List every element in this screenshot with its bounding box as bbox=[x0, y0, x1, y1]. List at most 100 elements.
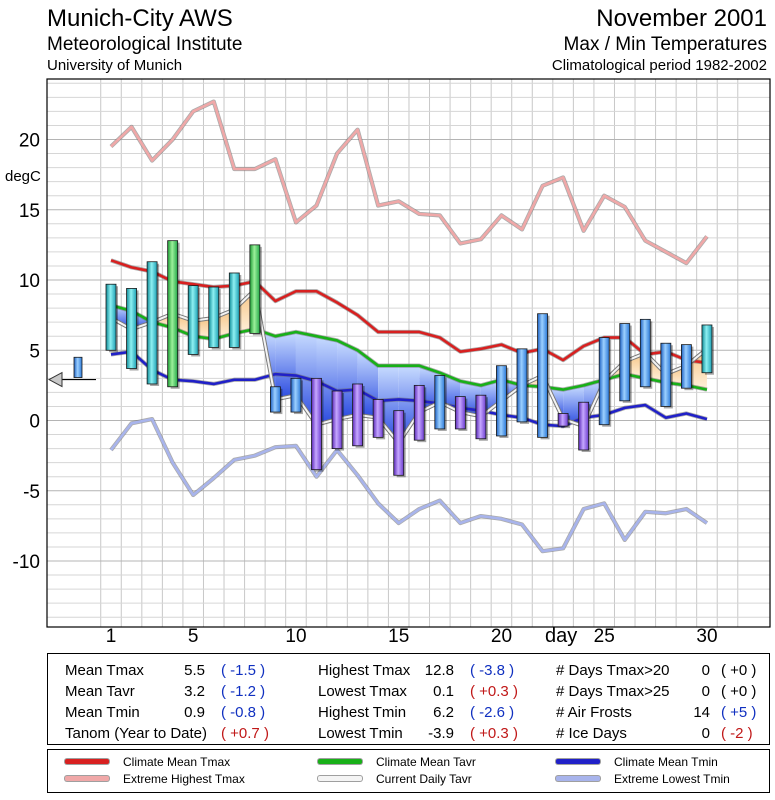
stat-row: Lowest Tmax 0.1 ( +0.3 ) bbox=[318, 681, 538, 702]
stat-row: # Air Frosts 14 ( +5 ) bbox=[556, 702, 766, 723]
daily-temperature-bar bbox=[311, 377, 324, 472]
stat-value: 14 bbox=[693, 704, 710, 721]
daily-temperature-bar bbox=[187, 285, 201, 357]
x-tick-label: 15 bbox=[388, 626, 409, 647]
daily-temperature-bar bbox=[454, 396, 468, 431]
daily-temperature-bar bbox=[249, 244, 262, 336]
extreme-lowest-tmin-line bbox=[109, 416, 709, 554]
stat-label: Lowest Tmin bbox=[318, 725, 403, 742]
stat-value: 12.8 bbox=[424, 662, 454, 679]
x-axis-label: day bbox=[545, 625, 577, 647]
daily-temperature-bar bbox=[105, 283, 118, 353]
stat-deviation: ( -1.5 ) bbox=[221, 662, 266, 679]
x-tick-label: 20 bbox=[491, 626, 512, 647]
stat-label: Lowest Tmax bbox=[318, 683, 407, 700]
statistics-panel: Mean Tmax 5.5 ( -1.5 ) Mean Tavr 3.2 ( -1.2 )… bbox=[47, 653, 770, 745]
stat-label: Tanom (Year to Date) bbox=[65, 725, 208, 742]
stat-deviation: ( +0.3 ) bbox=[470, 725, 518, 742]
stat-label: Mean Tavr bbox=[65, 683, 135, 700]
daily-temperature-bar bbox=[352, 383, 365, 448]
stat-deviation: ( -3.8 ) bbox=[470, 662, 515, 679]
y-tick-label: -10 bbox=[13, 552, 40, 573]
stat-label: Mean Tmin bbox=[65, 704, 140, 721]
stats-column-means: Mean Tmax 5.5 ( -1.5 ) Mean Tavr 3.2 ( -1.2 )… bbox=[65, 660, 300, 744]
stats-column-counts: # Days Tmax>20 0 ( +0 ) # Days Tmax>25 0 ( +0… bbox=[556, 660, 766, 744]
station-title: Munich-City AWS bbox=[47, 5, 233, 32]
stat-label: Highest Tmax bbox=[318, 662, 411, 679]
stat-value: 5.5 bbox=[184, 662, 205, 679]
stat-row: Mean Tmax 5.5 ( -1.5 ) bbox=[65, 660, 300, 681]
legend-label: Climate Mean Tmax bbox=[123, 755, 231, 769]
stat-label: # Air Frosts bbox=[556, 704, 632, 721]
daily-temperature-bar bbox=[475, 394, 488, 441]
x-tick-label: 1 bbox=[106, 626, 117, 647]
stat-value: -3.9 bbox=[428, 725, 454, 742]
daily-temperature-bar bbox=[167, 240, 180, 389]
daily-temperature-bar bbox=[681, 344, 694, 391]
daily-temperature-bar bbox=[578, 401, 591, 453]
legend-swatch bbox=[556, 776, 600, 781]
daily-temperature-bar bbox=[619, 323, 632, 403]
extreme-highest-tmax-line bbox=[109, 99, 709, 266]
chart-subtitle: Max / Min Temperatures bbox=[563, 34, 767, 55]
legend: Climate Mean Tmax Climate Mean Tavr Climat… bbox=[47, 749, 770, 793]
daily-temperature-bar bbox=[639, 318, 653, 389]
legend-swatch bbox=[556, 759, 600, 764]
stat-deviation: ( -2 ) bbox=[721, 725, 753, 742]
stat-label: # Days Tmax>25 bbox=[556, 683, 670, 700]
y-tick-label: 10 bbox=[19, 271, 40, 292]
institute-title: Meteorological Institute bbox=[47, 34, 243, 55]
stat-value: 0 bbox=[701, 725, 710, 742]
stat-row: Mean Tavr 3.2 ( -1.2 ) bbox=[65, 681, 300, 702]
daily-temperature-bar bbox=[126, 288, 139, 371]
stat-deviation: ( -2.6 ) bbox=[470, 704, 515, 721]
x-tick-label: 25 bbox=[594, 626, 615, 647]
y-tick-label: -5 bbox=[23, 482, 40, 503]
x-tick-label: 10 bbox=[285, 626, 306, 647]
stat-label: # Ice Days bbox=[556, 725, 627, 742]
stat-value: 0.9 bbox=[184, 704, 205, 721]
university-title: University of Munich bbox=[47, 57, 183, 74]
legend-label: Extreme Highest Tmax bbox=[123, 772, 245, 786]
stat-label: Mean Tmax bbox=[65, 662, 144, 679]
stat-deviation: ( -0.8 ) bbox=[221, 704, 266, 721]
x-tick-label: 5 bbox=[188, 626, 199, 647]
stat-row: Highest Tmax 12.8 ( -3.8 ) bbox=[318, 660, 538, 681]
legend-swatch bbox=[318, 776, 362, 781]
stat-value: 3.2 bbox=[184, 683, 205, 700]
daily-temperature-bar bbox=[434, 375, 447, 431]
daily-temperature-bar bbox=[516, 348, 529, 424]
legend-swatch bbox=[65, 776, 109, 781]
stat-deviation: ( +0 ) bbox=[721, 662, 757, 679]
stats-column-extremes: Highest Tmax 12.8 ( -3.8 ) Lowest Tmax 0.1 ( … bbox=[318, 660, 538, 744]
stat-value: 0 bbox=[701, 683, 710, 700]
plot-border bbox=[46, 78, 771, 628]
stat-label: # Days Tmax>20 bbox=[556, 662, 670, 679]
stat-row: Mean Tmin 0.9 ( -0.8 ) bbox=[65, 702, 300, 723]
stat-value: 0.1 bbox=[433, 683, 454, 700]
legend-label: Climate Mean Tavr bbox=[376, 755, 476, 769]
daily-temperature-bar bbox=[331, 390, 345, 451]
daily-temperature-bar bbox=[598, 337, 612, 427]
stat-value: 0 bbox=[701, 662, 710, 679]
stat-deviation: ( -1.2 ) bbox=[221, 683, 266, 700]
daily-temperature-bar bbox=[208, 286, 221, 350]
month-mean-tavr-marker bbox=[47, 356, 96, 388]
stat-row: # Ice Days 0 ( -2 ) bbox=[556, 723, 766, 744]
legend-swatch bbox=[318, 759, 362, 764]
month-title: November 2001 bbox=[596, 5, 767, 32]
y-tick-label: 5 bbox=[29, 341, 40, 362]
daily-temperature-bar bbox=[269, 386, 283, 415]
daily-temperature-bar bbox=[290, 377, 303, 415]
legend-label: Extreme Lowest Tmin bbox=[614, 772, 730, 786]
y-tick-label: 0 bbox=[29, 412, 40, 433]
daily-temperature-bar bbox=[372, 399, 386, 440]
stat-row: # Days Tmax>25 0 ( +0 ) bbox=[556, 681, 766, 702]
climatological-period: Climatological period 1982-2002 bbox=[551, 57, 767, 74]
stat-label: Highest Tmin bbox=[318, 704, 407, 721]
daily-temperature-bar bbox=[660, 342, 673, 409]
daily-temperature-bar bbox=[701, 324, 714, 375]
daily-temperature-bar bbox=[413, 384, 427, 443]
x-tick-label: 30 bbox=[696, 626, 717, 647]
